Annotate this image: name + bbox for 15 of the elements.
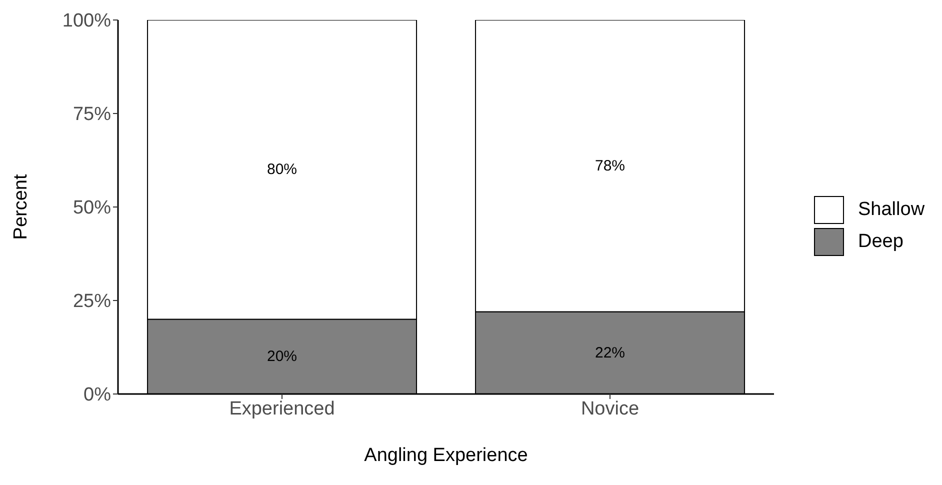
- data-label: 22%: [595, 344, 626, 362]
- x-tick-label: Experienced: [229, 398, 335, 420]
- legend-label: Deep: [858, 231, 904, 253]
- y-axis-title: Percent: [10, 174, 32, 240]
- y-tick-label: 25%: [72, 291, 112, 312]
- y-tick-label: 75%: [72, 104, 112, 126]
- data-label: 20%: [267, 348, 298, 366]
- data-label: 80%: [267, 161, 298, 178]
- x-axis-title: Angling Experience: [364, 445, 528, 466]
- y-tick-label: 100%: [62, 10, 112, 32]
- x-tick-label: Novice: [580, 398, 640, 420]
- legend-label: Shallow: [858, 199, 925, 221]
- data-label: 78%: [595, 157, 626, 174]
- y-tick-label: 50%: [72, 198, 112, 219]
- y-tick-label: 0%: [84, 384, 112, 406]
